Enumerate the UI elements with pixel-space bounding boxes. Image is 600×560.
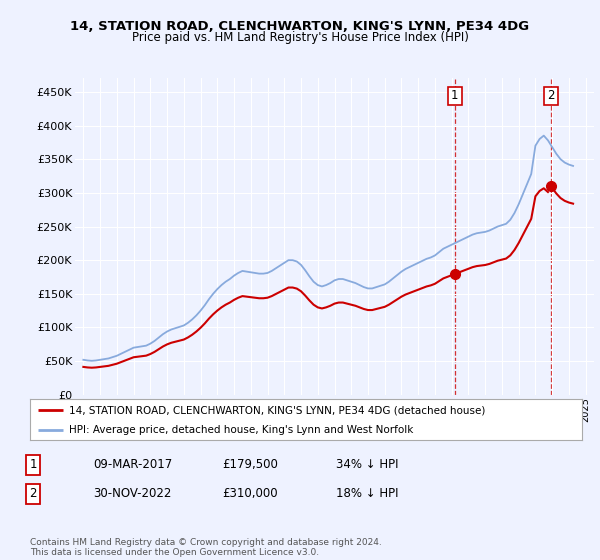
Text: £310,000: £310,000 [222,487,278,501]
Text: 2: 2 [29,487,37,501]
Text: 34% ↓ HPI: 34% ↓ HPI [336,458,398,472]
Text: £179,500: £179,500 [222,458,278,472]
Text: 1: 1 [29,458,37,472]
Text: 14, STATION ROAD, CLENCHWARTON, KING'S LYNN, PE34 4DG: 14, STATION ROAD, CLENCHWARTON, KING'S L… [70,20,530,32]
Text: Price paid vs. HM Land Registry's House Price Index (HPI): Price paid vs. HM Land Registry's House … [131,31,469,44]
Text: 30-NOV-2022: 30-NOV-2022 [93,487,172,501]
Text: 1: 1 [451,90,458,102]
Text: HPI: Average price, detached house, King's Lynn and West Norfolk: HPI: Average price, detached house, King… [68,424,413,435]
Text: Contains HM Land Registry data © Crown copyright and database right 2024.
This d: Contains HM Land Registry data © Crown c… [30,538,382,557]
Text: 14, STATION ROAD, CLENCHWARTON, KING'S LYNN, PE34 4DG (detached house): 14, STATION ROAD, CLENCHWARTON, KING'S L… [68,405,485,415]
Text: 18% ↓ HPI: 18% ↓ HPI [336,487,398,501]
Text: 2: 2 [547,90,554,102]
Text: 09-MAR-2017: 09-MAR-2017 [93,458,172,472]
